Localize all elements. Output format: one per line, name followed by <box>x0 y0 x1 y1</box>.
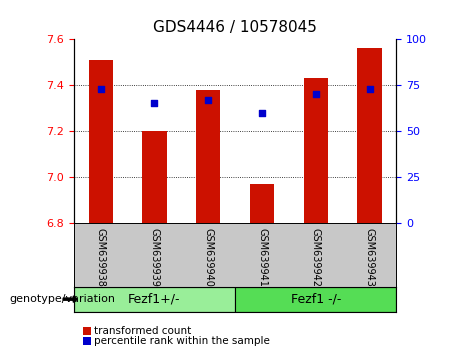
Text: percentile rank within the sample: percentile rank within the sample <box>94 336 270 346</box>
Point <box>258 110 266 115</box>
Point <box>366 86 373 91</box>
Title: GDS4446 / 10578045: GDS4446 / 10578045 <box>153 20 317 35</box>
Text: GSM639943: GSM639943 <box>365 228 375 287</box>
Point <box>97 86 104 91</box>
Bar <box>250 184 274 223</box>
Point <box>151 101 158 106</box>
Bar <box>357 48 382 223</box>
Text: GSM639942: GSM639942 <box>311 228 321 287</box>
Bar <box>196 90 220 223</box>
Bar <box>235 287 396 312</box>
Bar <box>74 287 235 312</box>
Bar <box>304 78 328 223</box>
Point <box>205 97 212 103</box>
Text: GSM639940: GSM639940 <box>203 228 213 287</box>
Text: genotype/variation: genotype/variation <box>9 294 115 304</box>
Text: Fezf1 -/-: Fezf1 -/- <box>290 293 341 306</box>
Text: GSM639939: GSM639939 <box>149 228 160 287</box>
Bar <box>89 60 113 223</box>
Bar <box>142 131 166 223</box>
Point <box>312 91 319 97</box>
Text: transformed count: transformed count <box>94 326 191 336</box>
Text: GSM639938: GSM639938 <box>95 228 106 287</box>
Text: Fezf1+/-: Fezf1+/- <box>128 293 181 306</box>
Text: GSM639941: GSM639941 <box>257 228 267 287</box>
